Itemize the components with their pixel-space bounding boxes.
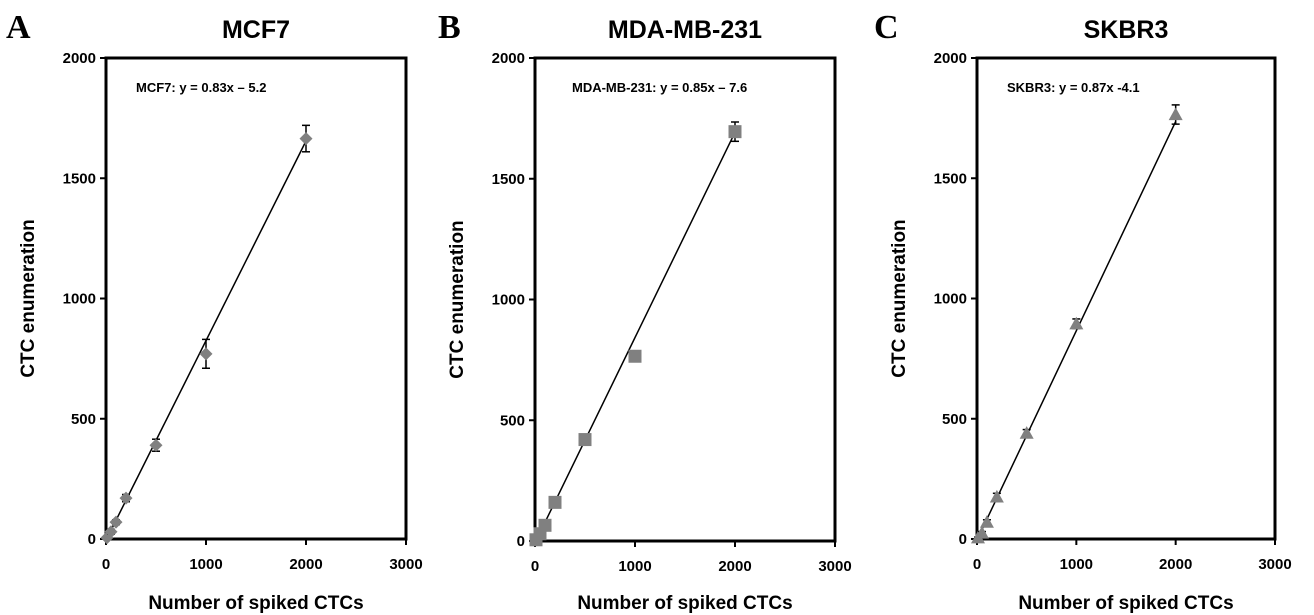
x-tick-label: 0 [102,556,110,573]
plot-frame [104,56,408,541]
y-axis-label: CTC enumeration [447,220,468,378]
x-tick-label: 1000 [618,558,651,575]
y-tick-label: 0 [88,531,96,548]
plot-frame [533,56,837,543]
x-tick-label: 2000 [718,558,751,575]
y-tick-label: 1500 [492,171,525,188]
x-axis-label: Number of spiked CTCs [148,593,363,614]
data-point [628,349,642,363]
data-point [979,515,994,528]
chart-title: MDA-MB-231 [608,16,762,44]
data-point [1019,426,1034,439]
chart-title: SKBR3 [1084,16,1169,44]
y-tick-label: 1000 [934,291,967,308]
x-tick-label: 3000 [818,558,851,575]
data-point [728,125,742,139]
panel-letter: C [874,9,899,46]
y-axis-label: CTC enumeration [889,219,910,377]
y-tick-label: 500 [500,412,525,429]
x-tick-label: 1000 [189,556,222,573]
chart-panel-b: B MDA-MB-231 0 500 1000 1500 2000 0 1000 2000 3000… [438,9,852,614]
y-tick-label: 0 [959,531,967,548]
y-axis-label: CTC enumeration [18,219,39,377]
data-point [974,525,989,539]
panel-letter: B [438,9,461,46]
data-point [119,491,133,505]
fit-line [535,131,736,542]
y-tick-label: 1000 [492,292,525,309]
y-tick-label: 500 [942,411,967,428]
y-tick-label: 2000 [63,50,96,67]
data-point [104,525,118,539]
y-tick-label: 1500 [63,170,96,187]
y-tick-label: 0 [517,533,525,550]
data-point [1069,316,1084,330]
panel-letter: A [6,9,31,46]
y-tick-label: 1000 [63,291,96,308]
y-tick-label: 2000 [492,50,525,67]
fit-equation: MCF7: y = 0.83x – 5.2 [136,80,266,95]
chart-panel-c: C SKBR3 0 500 1000 1500 2000 0 1000 2000 3000 Numbe… [874,9,1292,614]
data-point [578,433,592,447]
y-tick-label: 500 [71,411,96,428]
x-tick-label: 3000 [389,556,422,573]
x-axis-label: Number of spiked CTCs [1018,593,1233,614]
data-point [299,132,313,146]
x-tick-label: 3000 [1258,556,1291,573]
data-point [199,347,213,361]
x-axis-label: Number of spiked CTCs [577,593,792,614]
data-point [989,489,1004,503]
data-point [149,438,163,452]
fit-equation: MDA-MB-231: y = 0.85x – 7.6 [572,80,747,95]
x-tick-label: 2000 [289,556,322,573]
y-tick-label: 2000 [934,50,967,67]
plot-frame [975,56,1277,541]
x-tick-label: 0 [973,556,981,573]
x-tick-label: 0 [531,558,539,575]
fit-line [977,121,1177,539]
data-point [548,495,562,509]
chart-panel-a: A MCF7 0 500 1000 1500 2000 0 1000 2000 3000 Number… [6,9,423,614]
y-tick-label: 1500 [934,170,967,187]
data-point [538,518,552,532]
data-point [1168,107,1183,121]
chart-title: MCF7 [222,16,290,44]
data-point [109,515,123,529]
x-tick-label: 2000 [1159,556,1192,573]
fit-equation: SKBR3: y = 0.87x -4.1 [1007,80,1140,95]
x-tick-label: 1000 [1060,556,1093,573]
